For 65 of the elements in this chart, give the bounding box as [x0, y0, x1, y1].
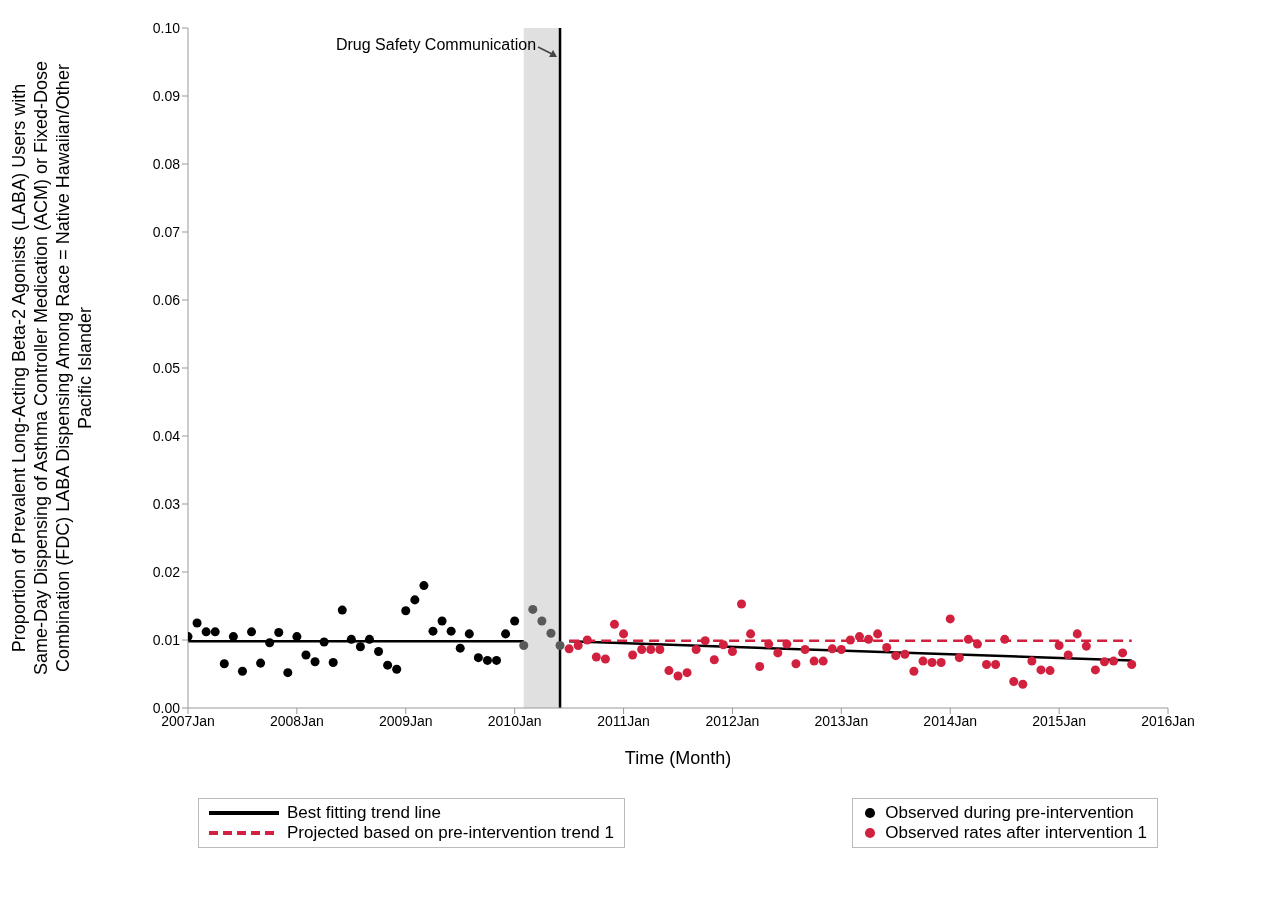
x-tick-label: 2012Jan	[705, 712, 760, 729]
y-tick-label: 0.10	[152, 19, 181, 36]
y-tick-label: 0.04	[152, 427, 181, 444]
point	[355, 642, 365, 652]
point	[492, 655, 502, 665]
x-tick-label: 2008Jan	[270, 712, 324, 729]
point	[210, 627, 220, 637]
point	[237, 666, 247, 676]
x-tick-label: 2014Jan	[923, 712, 978, 729]
x-tick-label: 2016Jan	[1141, 712, 1195, 729]
point	[383, 660, 393, 670]
point	[501, 629, 511, 639]
point	[555, 640, 565, 650]
point	[337, 605, 347, 615]
point	[310, 657, 320, 667]
legend-label: Observed rates after intervention 1	[885, 823, 1147, 843]
point	[446, 626, 456, 636]
legend-label: Projected based on pre-intervention trend 1	[287, 823, 614, 843]
y-tick-label: 0.07	[152, 223, 181, 240]
y-tick-label: 0.03	[152, 495, 181, 512]
point	[201, 627, 211, 637]
point	[464, 629, 474, 639]
point	[283, 668, 293, 678]
y-axis-title: Proportion of Prevalent Long-Acting Beta-2 Agonists (LABA) Users with Same-Day Dispensing of Asthma Controller Medication (ACM) or Fixed-Dose Combination (FDC) LABA Dispensing Among Race = Native Hawaiian/Other Pacific Islander	[9, 60, 95, 676]
point	[301, 650, 311, 660]
point	[419, 581, 429, 591]
x-tick-label: 2009Jan	[378, 712, 433, 729]
point	[455, 643, 465, 653]
y-tick-label: 0.05	[152, 359, 181, 376]
point	[482, 655, 492, 665]
y-tick-label: 0.06	[152, 291, 181, 308]
point	[401, 606, 411, 616]
point	[546, 628, 556, 638]
x-tick-label: 2013Jan	[814, 712, 869, 729]
point	[374, 647, 384, 657]
point	[346, 634, 356, 644]
point	[528, 604, 538, 614]
y-tick-label: 0.09	[152, 87, 181, 104]
point	[519, 640, 529, 650]
point	[328, 657, 338, 667]
point	[364, 634, 374, 644]
point	[437, 616, 447, 626]
point	[473, 653, 483, 663]
point	[256, 658, 266, 668]
y-tick-label: 0.02	[152, 563, 181, 580]
x-tick-label: 2011Jan	[597, 712, 650, 729]
legend-label: Best fitting trend line	[287, 803, 442, 823]
x-axis-title: Time (Month)	[624, 748, 732, 768]
x-tick-label: 2015Jan	[1032, 712, 1086, 729]
point	[410, 595, 420, 605]
point	[192, 618, 202, 628]
point	[392, 664, 402, 674]
point	[265, 638, 275, 648]
point	[219, 659, 229, 669]
point	[274, 628, 284, 638]
point	[247, 627, 257, 637]
ref-line-label: Drug Safety Communication	[335, 36, 537, 53]
x-tick-label: 2010Jan	[487, 712, 542, 729]
point	[428, 626, 438, 636]
legend-label: Observed during pre-intervention	[885, 803, 1134, 823]
y-tick-label: 0.01	[152, 631, 181, 648]
point	[537, 616, 547, 626]
point	[319, 637, 329, 647]
y-tick-label: 0.08	[152, 155, 181, 172]
point	[510, 616, 520, 626]
